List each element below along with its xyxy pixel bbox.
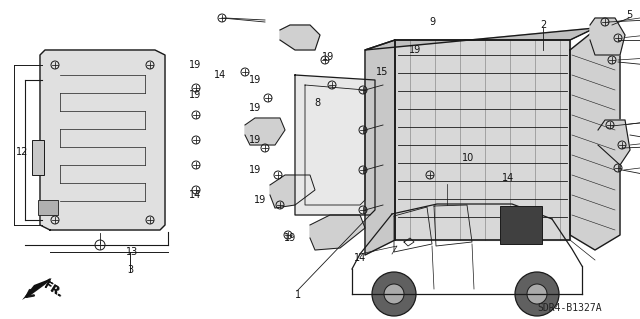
Polygon shape (365, 40, 395, 255)
Text: 12: 12 (16, 147, 28, 157)
Text: SDR4-B1327A: SDR4-B1327A (538, 303, 602, 313)
Text: 14: 14 (189, 190, 201, 200)
Text: 19: 19 (409, 45, 421, 55)
Polygon shape (22, 278, 52, 300)
Text: 19: 19 (254, 195, 266, 205)
Polygon shape (365, 28, 595, 50)
Polygon shape (590, 18, 625, 55)
Circle shape (384, 284, 404, 304)
Text: 1: 1 (295, 290, 301, 300)
Text: 2: 2 (540, 20, 546, 30)
Text: 19: 19 (189, 60, 201, 70)
Text: 19: 19 (249, 165, 261, 175)
Text: 3: 3 (127, 265, 133, 275)
Polygon shape (310, 215, 365, 250)
Polygon shape (245, 118, 285, 145)
Text: 14: 14 (354, 253, 366, 263)
Polygon shape (295, 75, 375, 215)
Text: 9: 9 (429, 17, 435, 27)
Text: 14: 14 (214, 70, 226, 80)
Text: 11: 11 (516, 210, 528, 220)
Bar (500, 206, 542, 244)
Polygon shape (270, 175, 315, 208)
Polygon shape (40, 50, 165, 230)
Text: 14: 14 (502, 173, 514, 183)
Text: 10: 10 (462, 153, 474, 163)
Circle shape (527, 284, 547, 304)
Text: 5: 5 (626, 10, 632, 20)
Text: FR.: FR. (42, 281, 64, 299)
Polygon shape (598, 120, 630, 165)
Circle shape (372, 272, 416, 316)
Text: 19: 19 (322, 52, 334, 62)
Polygon shape (570, 30, 620, 250)
Circle shape (515, 272, 559, 316)
Text: 13: 13 (126, 247, 138, 257)
Text: 19: 19 (189, 90, 201, 100)
Bar (38, 200, 58, 215)
Bar (32, 140, 44, 175)
Text: 8: 8 (314, 98, 320, 108)
Text: 19: 19 (249, 135, 261, 145)
Text: FR.: FR. (42, 280, 65, 300)
Polygon shape (280, 25, 320, 50)
Polygon shape (395, 40, 570, 240)
Text: 19: 19 (249, 103, 261, 113)
Text: 19: 19 (249, 75, 261, 85)
Text: 19: 19 (284, 233, 296, 243)
Text: 15: 15 (376, 67, 388, 77)
